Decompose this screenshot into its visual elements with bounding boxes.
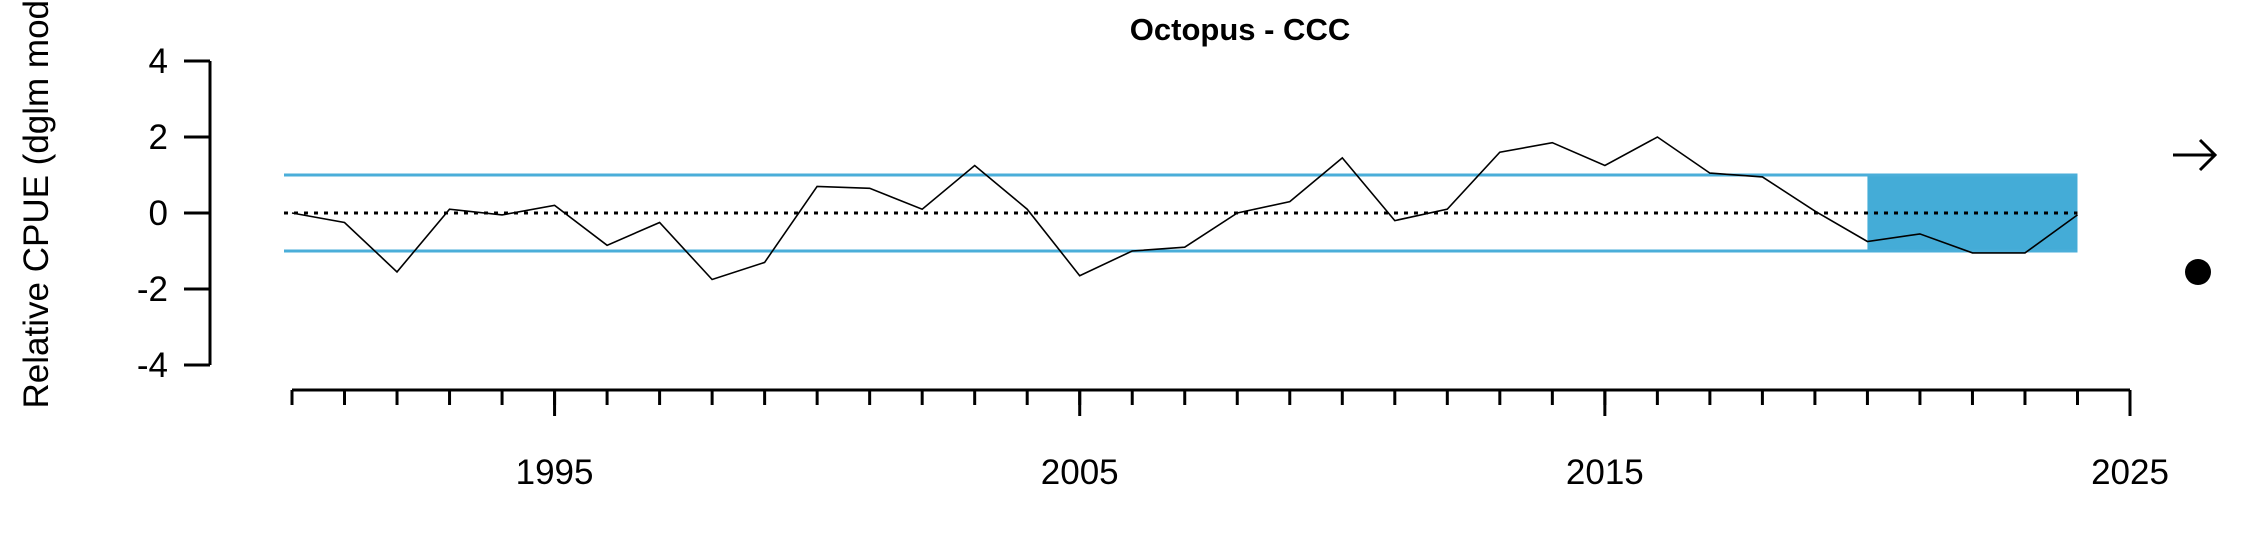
reference-lines bbox=[284, 173, 2078, 253]
series-line-0 bbox=[291, 136, 2078, 281]
arrow-right-icon bbox=[2173, 138, 2218, 172]
y-tick-label: -4 bbox=[137, 346, 168, 385]
y-axis-label: Relative CPUE (dglm mod bbox=[17, 0, 56, 408]
chart-title: Octopus - CCC bbox=[1130, 12, 1350, 47]
y-tick-label: 4 bbox=[149, 42, 168, 81]
y-tick-label: 2 bbox=[149, 118, 168, 157]
y-tick-label: 0 bbox=[149, 194, 168, 233]
highlight-box bbox=[1867, 175, 2078, 251]
filled-circle-icon bbox=[2185, 259, 2211, 285]
x-axis: 1995 2005 2015 2025 bbox=[290, 388, 2169, 492]
arrow-head bbox=[2198, 138, 2218, 172]
status-symbols bbox=[2173, 138, 2218, 285]
x-tick-label: 1995 bbox=[516, 453, 594, 492]
x-tick-label: 2015 bbox=[1566, 453, 1644, 492]
x-tick-label: 2025 bbox=[2091, 453, 2169, 492]
x-tick-label: 2005 bbox=[1041, 453, 1119, 492]
highlight-layer bbox=[1867, 175, 2078, 251]
y-axis: 4 2 0 -2 -4 bbox=[137, 42, 212, 385]
series-layer bbox=[291, 136, 2078, 281]
y-tick-label: -2 bbox=[137, 270, 168, 309]
